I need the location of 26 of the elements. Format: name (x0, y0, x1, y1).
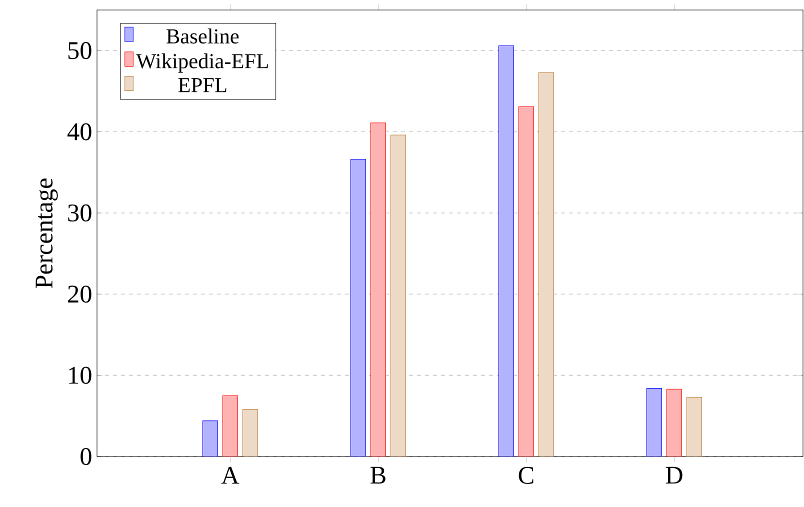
bar (242, 409, 258, 457)
x-tick-label: D (666, 466, 682, 484)
legend-label: EPFL (178, 78, 226, 92)
y-tick-label: 40 (67, 123, 92, 140)
bar (498, 45, 514, 457)
x-tick-label: B (370, 466, 386, 484)
bar (518, 106, 534, 457)
bar (538, 72, 554, 457)
bar (202, 420, 218, 457)
x-tick-label: A (221, 466, 240, 484)
y-tick-label: 0 (80, 448, 92, 466)
y-tick-label: 30 (68, 204, 92, 222)
bar (370, 122, 386, 457)
y-axis-title: Percentage (36, 178, 58, 288)
y-tick-label: 50 (68, 42, 92, 60)
x-tick-label: C (518, 466, 534, 484)
bar (646, 388, 662, 457)
bar (390, 134, 406, 457)
y-tick-label: 20 (68, 286, 92, 303)
y-tick-label: 10 (69, 366, 92, 384)
bar (686, 396, 702, 457)
bar (350, 159, 366, 457)
bar (666, 388, 682, 457)
bar (222, 395, 238, 457)
legend-label: Wikipedia-EFL (136, 53, 268, 73)
legend-label: Baseline (166, 28, 239, 44)
